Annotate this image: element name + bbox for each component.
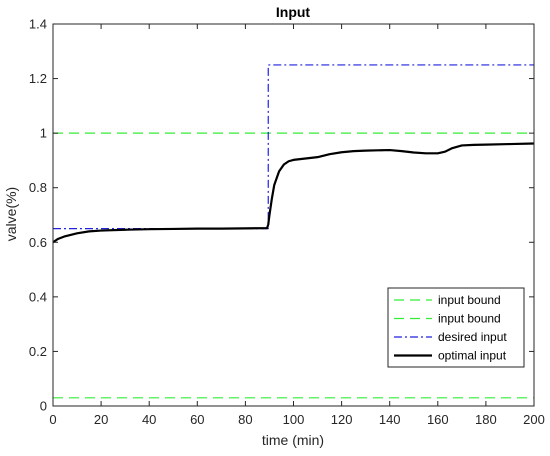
x-tick-label: 100	[283, 412, 305, 427]
x-tick-label: 60	[190, 412, 204, 427]
series-layer	[52, 64, 535, 399]
y-tick-label: 1.4	[29, 17, 47, 32]
y-tick-label: 0.4	[29, 289, 47, 304]
y-tick-label: 0	[40, 399, 47, 414]
legend-label: optimal input	[438, 349, 507, 363]
y-tick-label: 0.2	[29, 344, 47, 359]
y-tick-label: 1.2	[29, 71, 47, 86]
x-tick-label: 40	[142, 412, 156, 427]
legend-label: input bound	[438, 293, 501, 307]
x-tick-label: 20	[94, 412, 108, 427]
x-tick-label: 160	[427, 412, 449, 427]
series-line-3	[52, 142, 535, 244]
y-axis: 0 0.2 0.4 0.6 0.8 1 1.2 1.4	[29, 17, 534, 414]
y-tick-label: 1	[40, 126, 47, 141]
legend-label: input bound	[438, 312, 501, 326]
x-tick-label: 180	[475, 412, 497, 427]
x-axis: 0 20 40 60 80 100 120 140 160 180 200	[49, 24, 545, 427]
legend-box	[387, 287, 525, 368]
x-tick-label: 0	[49, 412, 56, 427]
y-tick-label: 0.6	[29, 235, 47, 250]
x-tick-label: 120	[331, 412, 353, 427]
y-axis-label: valve(%)	[3, 187, 19, 241]
chart-title: Input	[276, 4, 311, 20]
y-tick-label: 0.8	[29, 180, 47, 195]
legend-label: desired input	[438, 330, 507, 344]
x-axis-label: time (min)	[262, 432, 324, 448]
x-tick-label: 80	[238, 412, 252, 427]
x-tick-label: 140	[379, 412, 401, 427]
x-tick-label: 200	[523, 412, 545, 427]
legend: input bound input bound desired input optim…	[387, 287, 525, 368]
